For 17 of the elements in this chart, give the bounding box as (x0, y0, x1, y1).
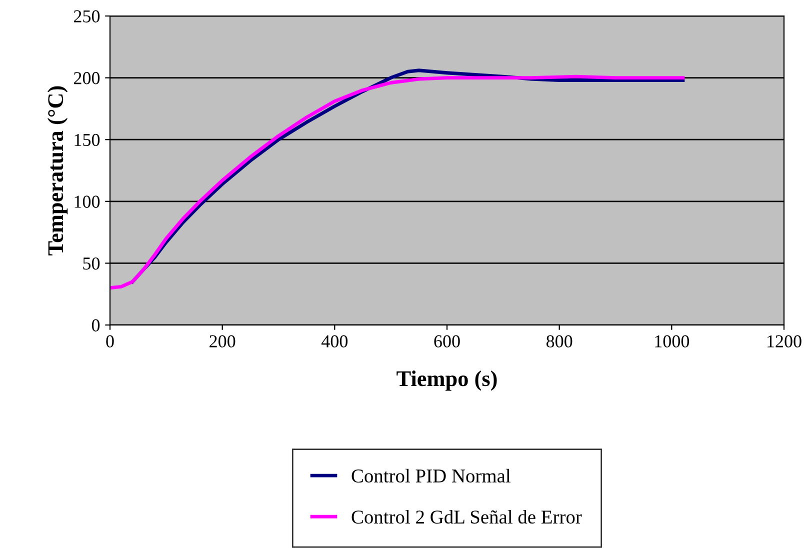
x-tick-label: 1000 (655, 335, 690, 348)
y-tick-label: 150 (74, 134, 100, 146)
legend-label: Control PID Normal (352, 468, 510, 483)
y-axis-title: Temperatura (°C) (47, 86, 68, 256)
x-tick-label: 400 (321, 335, 348, 348)
legend-label: Control 2 GdL Señal de Error (352, 510, 582, 524)
x-axis-title: Tiempo (s) (396, 370, 497, 391)
x-tick-label: 600 (434, 335, 460, 348)
y-tick-label: 200 (74, 72, 100, 84)
y-tick-label: 250 (74, 10, 100, 22)
x-tick-label: 200 (210, 335, 236, 348)
y-tick-label: 0 (92, 319, 100, 332)
x-tick-label: 0 (106, 335, 114, 348)
y-tick-label: 50 (83, 257, 100, 270)
x-tick-label: 1200 (768, 335, 802, 348)
x-tick-label: 800 (546, 335, 572, 348)
y-tick-label: 100 (74, 196, 100, 208)
